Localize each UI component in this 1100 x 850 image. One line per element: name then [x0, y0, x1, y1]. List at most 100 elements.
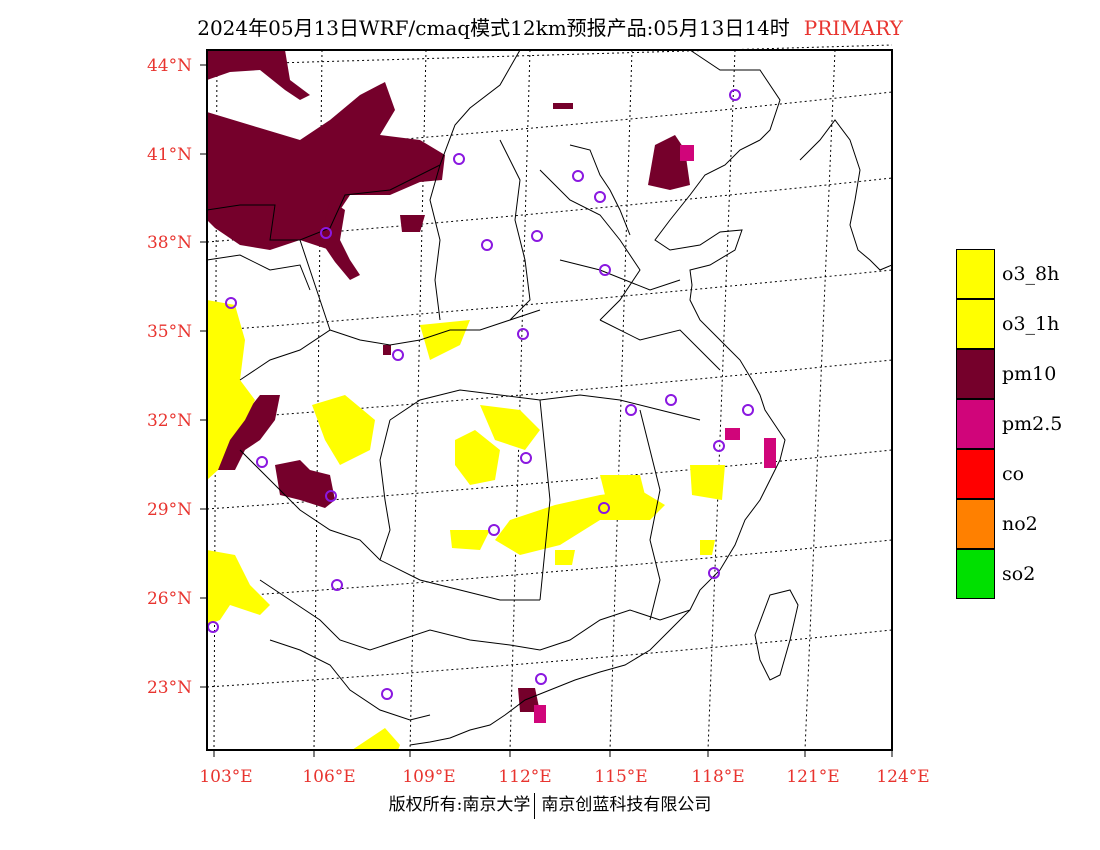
- pm25-area: [534, 705, 546, 723]
- copyright-left: 版权所有:南京大学: [388, 795, 531, 815]
- station-marker: [665, 394, 677, 406]
- pm10-area: [648, 135, 690, 190]
- lat-labels: 44°N 41°N 38°N 35°N 32°N 29°N 26°N 23°N: [147, 56, 192, 698]
- station-marker: [325, 490, 337, 502]
- o3-area: [600, 475, 645, 495]
- legend-swatch: [956, 399, 995, 449]
- o3-area: [207, 550, 270, 625]
- station-marker: [729, 89, 741, 101]
- graticule-lat-41: [206, 91, 893, 155]
- pm10-area: [207, 82, 445, 250]
- province-border: [569, 144, 631, 236]
- pm10-area: [400, 215, 425, 232]
- graticule-lon-118: [707, 49, 736, 751]
- o3-area: [420, 320, 470, 360]
- station-marker: [331, 579, 343, 591]
- province-border: [239, 239, 331, 381]
- legend-label: o3_8h: [1002, 263, 1060, 285]
- page-title: 2024年05月13日WRF/cmaq模式12km预报产品:05月13日14时 P…: [0, 12, 1100, 41]
- province-border: [379, 419, 391, 561]
- graticule-lon-112: [509, 49, 531, 751]
- station-marker: [453, 153, 465, 165]
- lat-label: 38°N: [147, 233, 192, 253]
- station-marker: [708, 567, 720, 579]
- o3-area: [312, 395, 375, 465]
- lon-label: 103°E: [199, 767, 252, 787]
- station-marker: [481, 239, 493, 251]
- legend-swatch: [956, 499, 995, 549]
- station-marker: [598, 502, 610, 514]
- legend-swatch: [956, 549, 995, 599]
- legend-swatch: [956, 249, 995, 299]
- station-marker: [625, 404, 637, 416]
- lon-label: 109°E: [402, 767, 455, 787]
- o3-area: [207, 300, 255, 480]
- copyright-right: 南京创蓝科技有限公司: [541, 795, 712, 815]
- lon-labels: 103°E 106°E 109°E 112°E 115°E 118°E 121°…: [199, 767, 929, 787]
- legend-label: o3_1h: [1002, 313, 1060, 335]
- graticule-lat-38: [206, 177, 893, 243]
- graticule-lat-26: [206, 539, 893, 599]
- pm25-areas: [534, 145, 776, 723]
- lon-label: 121°E: [786, 767, 839, 787]
- station-marker: [488, 524, 500, 536]
- province-border: [239, 449, 540, 601]
- graticule-lat-23: [206, 629, 893, 688]
- station-marker: [392, 349, 404, 361]
- copyright-footer: 版权所有:南京大学 南京创蓝科技有限公司: [0, 790, 1100, 819]
- legend-label: so2: [1002, 563, 1036, 585]
- province-border: [499, 139, 531, 321]
- national-border: [689, 49, 781, 141]
- pm10-area: [383, 345, 391, 355]
- graticule-lat-32: [206, 359, 893, 421]
- province-border: [429, 164, 441, 321]
- lat-label: 23°N: [147, 678, 192, 698]
- station-marker: [381, 688, 393, 700]
- station-marker: [207, 621, 219, 633]
- boundaries: [206, 49, 893, 746]
- station-marker: [594, 191, 606, 203]
- legend-swatch: [956, 449, 995, 499]
- coastline: [409, 139, 786, 746]
- pm10-area: [553, 103, 573, 109]
- station-marker: [531, 230, 543, 242]
- o3-area: [495, 490, 665, 555]
- lon-ticks: [213, 750, 893, 757]
- lat-ticks: [200, 64, 207, 688]
- pm25-area: [725, 428, 740, 440]
- footer-separator: [534, 792, 536, 819]
- korea-coast: [799, 119, 893, 271]
- lat-label: 35°N: [147, 322, 192, 342]
- graticule-lat-35: [206, 269, 893, 332]
- lon-label: 106°E: [302, 767, 355, 787]
- province-border: [259, 579, 691, 651]
- o3-area: [700, 540, 715, 555]
- station-marker: [256, 456, 268, 468]
- station-markers: [207, 89, 754, 700]
- legend-swatch: [956, 349, 995, 399]
- legend-label: pm10: [1002, 363, 1057, 385]
- o3-area: [450, 530, 490, 550]
- lat-label: 41°N: [147, 145, 192, 165]
- graticule-lon-121: [804, 49, 836, 751]
- station-marker: [713, 440, 725, 452]
- province-border: [539, 169, 641, 321]
- station-marker: [742, 404, 754, 416]
- pm25-area: [764, 438, 776, 468]
- province-border: [599, 319, 721, 371]
- legend-label: pm2.5: [1002, 413, 1063, 435]
- lon-label: 112°E: [498, 767, 551, 787]
- station-marker: [320, 227, 332, 239]
- station-marker: [535, 673, 547, 685]
- lat-label: 32°N: [147, 411, 192, 431]
- station-marker: [572, 170, 584, 182]
- lat-label: 26°N: [147, 589, 192, 609]
- primary-tag: PRIMARY: [803, 16, 903, 40]
- pm10-area: [275, 460, 335, 508]
- o3-area: [352, 728, 400, 750]
- lat-label: 29°N: [147, 500, 192, 520]
- legend-label: co: [1002, 463, 1025, 485]
- station-marker: [517, 328, 529, 340]
- pm25-area: [680, 145, 694, 161]
